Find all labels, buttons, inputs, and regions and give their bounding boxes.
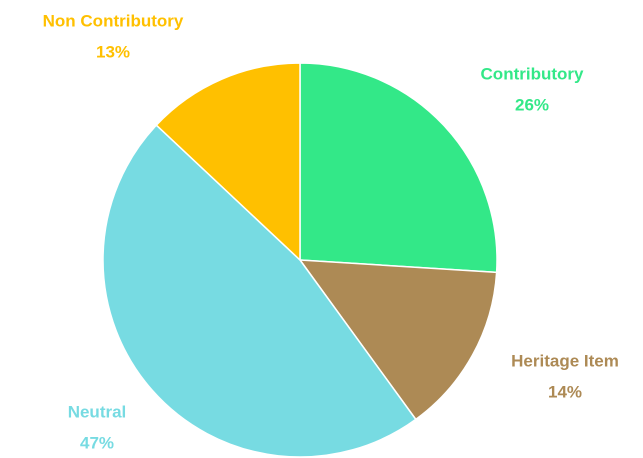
slice-label: Non Contributory (43, 11, 184, 30)
slice-value-label: 47% (80, 433, 114, 452)
pie-slice (155, 62, 301, 262)
pie-slice (299, 62, 498, 274)
slice-label: Heritage Item (511, 351, 619, 370)
slice-label: Contributory (481, 64, 584, 83)
slice-value-label: 13% (96, 42, 130, 61)
pie-slice (298, 259, 498, 421)
slice-value-label: 14% (548, 382, 582, 401)
slice-label: Neutral (68, 402, 127, 421)
pie-slice (102, 124, 417, 458)
slice-value-label: 26% (515, 95, 549, 114)
